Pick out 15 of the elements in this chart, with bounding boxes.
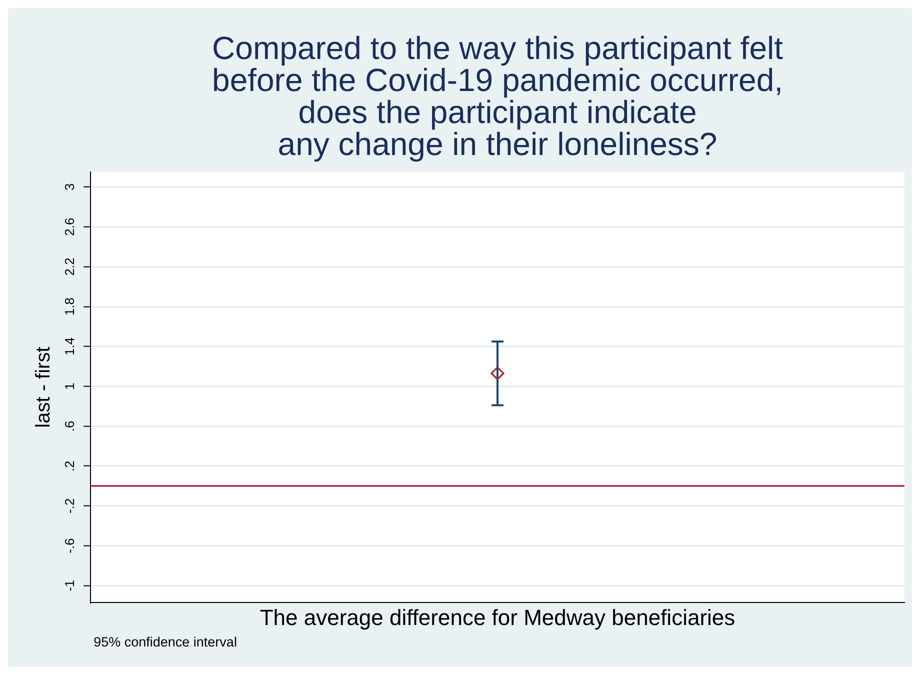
y-tick-label: 1.8	[62, 298, 78, 316]
y-tick-label: -.6	[62, 538, 78, 554]
y-axis-title: last - first	[32, 346, 55, 428]
y-tick-label: 2.2	[62, 258, 78, 276]
y-tick-label: -1	[62, 580, 78, 592]
y-tick-label: 1.4	[62, 337, 78, 356]
y-tick-label: 3	[62, 183, 78, 191]
x-axis-title: The average difference for Medway beneficiaries	[260, 604, 736, 630]
y-tick-label: -.2	[62, 498, 78, 514]
y-tick-label: .6	[62, 420, 78, 432]
chart-title: Compared to the way this participant felt before the Covid-19 pandemic occurred, does the participant indicate any change in their loneliness?	[212, 30, 784, 162]
y-tick-label: .2	[62, 460, 78, 472]
text: 95% confidence interval	[94, 634, 237, 650]
y-tick-label: 2.6	[62, 218, 78, 236]
y-tick-label: 1	[62, 382, 78, 390]
